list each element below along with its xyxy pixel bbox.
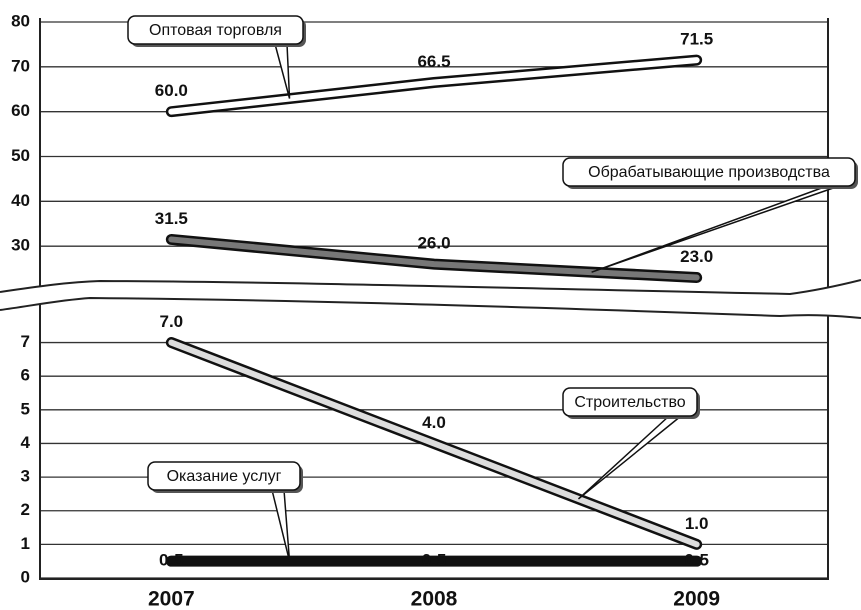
- x-tick-label: 2009: [673, 588, 720, 610]
- line: [168, 57, 700, 115]
- y-tick-label: 60: [11, 101, 30, 120]
- legend-label: Обрабатывающие производства: [588, 164, 830, 181]
- y-tick-label: 2: [21, 500, 30, 519]
- axis-break-edge: [0, 296, 861, 319]
- y-tick-label: 70: [11, 56, 30, 75]
- y-tick-label: 40: [11, 191, 30, 210]
- x-tick-label: 2008: [411, 588, 458, 610]
- axis-break-edge: [0, 279, 861, 296]
- callout-pointer: [274, 43, 291, 99]
- data-label: 31.5: [155, 209, 188, 228]
- data-label: 23.0: [680, 247, 713, 266]
- y-tick-label: 7: [21, 332, 30, 351]
- y-tick-label: 5: [21, 399, 30, 418]
- data-label: 60.0: [155, 81, 188, 100]
- x-tick-label: 2007: [148, 588, 195, 610]
- data-label: 26.0: [417, 234, 450, 253]
- callout-box: [562, 387, 698, 417]
- data-label: 4.0: [422, 413, 446, 432]
- data-label: 0:5: [684, 551, 709, 570]
- data-label: 71.5: [680, 30, 713, 49]
- data-label: 7.0: [160, 312, 184, 331]
- callout-box: [562, 157, 856, 187]
- callout-box: [127, 15, 304, 45]
- callout-pointer: [271, 489, 291, 562]
- legend-label: Строительство: [574, 394, 685, 411]
- y-tick-label: 50: [11, 146, 30, 165]
- line: [168, 236, 700, 281]
- callout-pointer: [591, 185, 840, 273]
- y-tick-label: 0: [21, 567, 30, 586]
- y-tick-label: 30: [11, 236, 30, 255]
- y-tick-label: 3: [21, 467, 30, 486]
- legend-label: Оптовая торговля: [149, 22, 282, 39]
- data-label: 0:5: [422, 551, 447, 570]
- y-tick-label: 6: [21, 366, 30, 385]
- callout-box: [147, 461, 301, 491]
- y-tick-label: 1: [21, 534, 30, 553]
- axis-break: [0, 280, 861, 318]
- data-label: 1.0: [685, 514, 709, 533]
- y-tick-label: 80: [11, 11, 30, 30]
- legend-label: Оказание услуг: [167, 468, 282, 485]
- data-label: 66.5: [417, 52, 450, 71]
- grid: 30 40 50 60 70 80 0 1 2 3 4 5 6 7: [11, 11, 828, 586]
- marks: 2007 2008 2009 60.0 66.5 71.5 Оптовая торговля…: [127, 15, 858, 610]
- data-label: 0:5: [159, 551, 184, 570]
- line: [168, 339, 700, 548]
- y-tick-label: 4: [21, 433, 31, 452]
- callout-pointer: [577, 415, 682, 500]
